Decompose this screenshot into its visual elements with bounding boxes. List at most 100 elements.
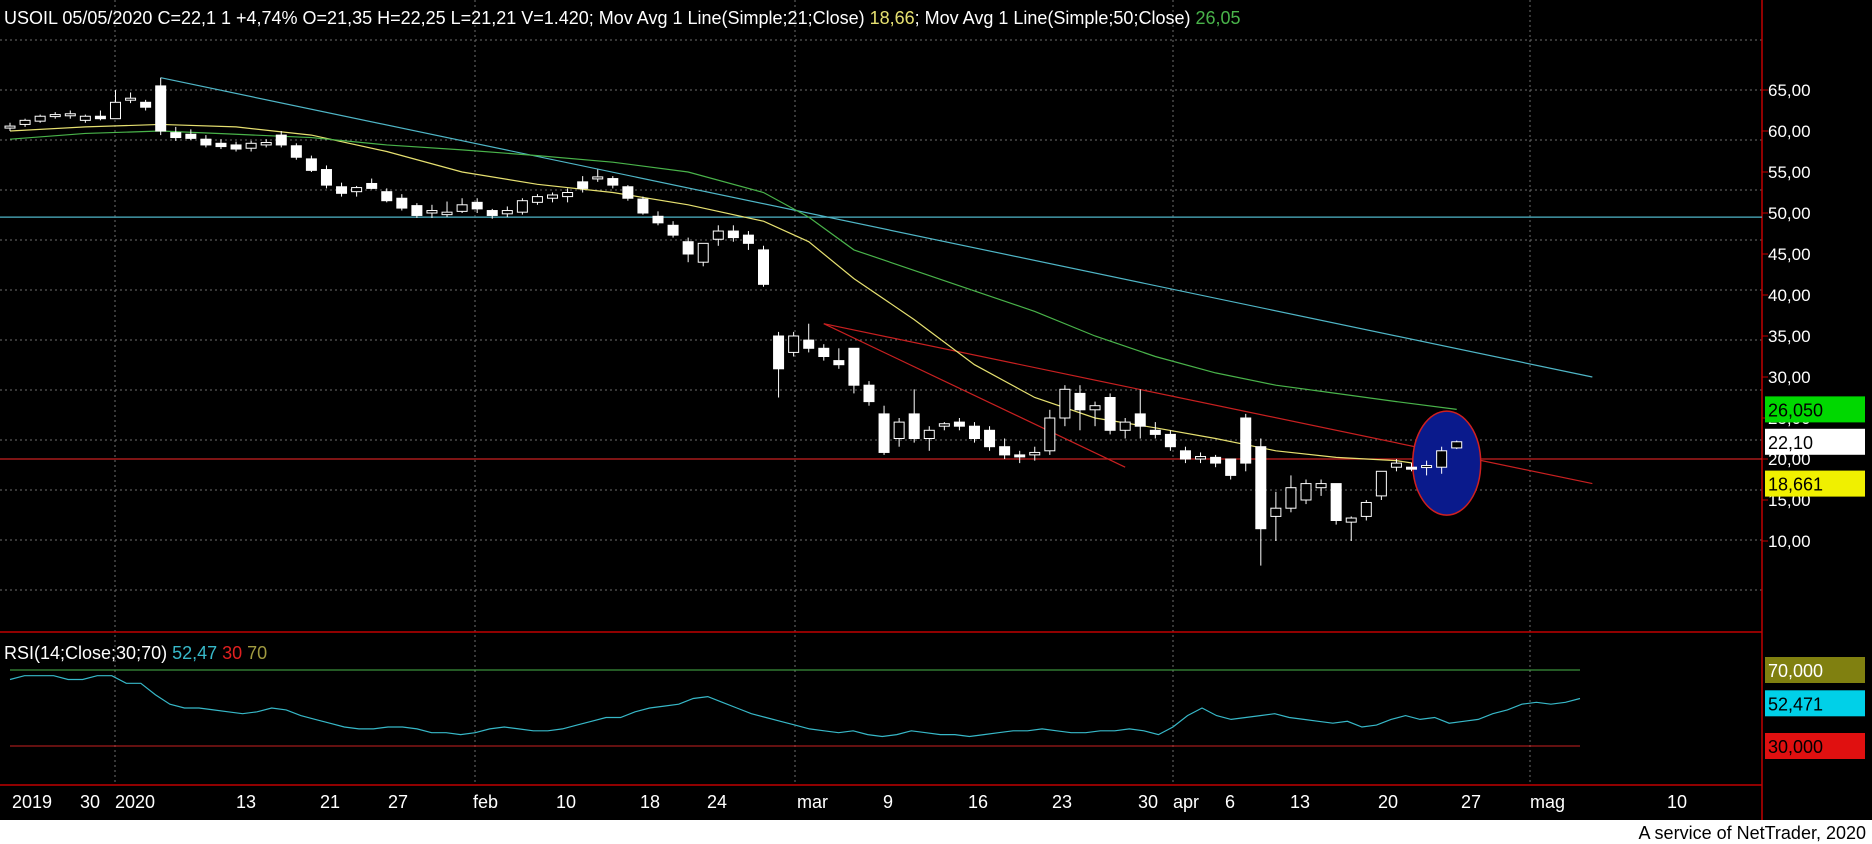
candle bbox=[742, 231, 754, 250]
candle-body bbox=[938, 423, 950, 427]
candle bbox=[1044, 409, 1056, 455]
rsi-tag-label: 30,000 bbox=[1768, 737, 1823, 757]
candle bbox=[366, 178, 378, 190]
candle-body bbox=[788, 335, 800, 353]
candle bbox=[1300, 479, 1312, 505]
rsi-tag-label: 70,000 bbox=[1768, 661, 1823, 681]
candle-body bbox=[441, 211, 453, 216]
candle bbox=[1119, 418, 1131, 439]
candle-body bbox=[1300, 483, 1312, 501]
x-tick-label: 23 bbox=[1052, 792, 1072, 812]
candle bbox=[351, 185, 363, 197]
candle-body bbox=[501, 210, 513, 215]
candle-body bbox=[290, 145, 302, 158]
candle-body bbox=[94, 115, 106, 120]
candle-body bbox=[4, 125, 16, 129]
candle bbox=[290, 143, 302, 160]
candle-body bbox=[803, 339, 815, 349]
chart-header: USOIL 05/05/2020 C=22,1 1 +4,74% O=21,35… bbox=[4, 8, 1241, 28]
price-tag-label: 26,050 bbox=[1768, 400, 1823, 420]
x-tick-label: 2019 bbox=[12, 792, 52, 812]
price-tag-label: 18,661 bbox=[1768, 475, 1823, 495]
x-tick-label: apr bbox=[1173, 792, 1199, 812]
candle-body bbox=[1345, 517, 1357, 523]
candle-body bbox=[833, 360, 845, 366]
candle-body bbox=[1074, 392, 1086, 411]
candle bbox=[4, 122, 16, 131]
candle-body bbox=[411, 205, 423, 216]
candle bbox=[531, 194, 543, 205]
candle-body bbox=[275, 134, 287, 146]
candle-body bbox=[245, 142, 257, 149]
candle-body bbox=[758, 249, 769, 285]
candle-body bbox=[185, 133, 197, 139]
candle-body bbox=[200, 138, 212, 146]
candle bbox=[1134, 389, 1146, 439]
rsi-low: 30 bbox=[217, 643, 242, 663]
y-tick-label: 45,00 bbox=[1768, 245, 1811, 264]
x-tick-label: 30 bbox=[80, 792, 100, 812]
candle bbox=[1255, 438, 1267, 566]
candle bbox=[230, 141, 242, 152]
candle bbox=[471, 198, 483, 213]
candle bbox=[109, 90, 121, 120]
candle bbox=[893, 418, 905, 447]
candle-body bbox=[125, 97, 137, 101]
candle bbox=[968, 422, 980, 443]
candle-body bbox=[1149, 429, 1161, 435]
candle-body bbox=[351, 187, 363, 193]
candle-body bbox=[547, 194, 559, 199]
y-tick-label: 30,00 bbox=[1768, 368, 1811, 387]
candle-body bbox=[1119, 421, 1131, 431]
candle-body bbox=[1330, 483, 1342, 522]
candle bbox=[758, 245, 769, 287]
candle-body bbox=[19, 119, 31, 125]
candle-body bbox=[1179, 450, 1191, 460]
price-tag-label: 22,10 bbox=[1768, 433, 1813, 453]
candle bbox=[155, 77, 167, 136]
candle-body bbox=[215, 142, 227, 148]
candle bbox=[999, 438, 1011, 459]
candle-body bbox=[49, 114, 61, 118]
footer-credit: A service of NetTrader, 2020 bbox=[1638, 823, 1866, 843]
candle-body bbox=[396, 197, 408, 209]
candle-body bbox=[1195, 456, 1207, 460]
candle-body bbox=[1285, 487, 1297, 509]
candle-body bbox=[64, 113, 76, 117]
candle bbox=[908, 389, 920, 443]
candle-body bbox=[848, 347, 860, 386]
candle bbox=[1345, 516, 1357, 541]
candle-body bbox=[456, 204, 468, 212]
header-ma50-label: ; Mov Avg 1 Line(Simple;50;Close) bbox=[915, 8, 1191, 28]
candle-body bbox=[1360, 501, 1372, 517]
x-tick-label: 27 bbox=[1461, 792, 1481, 812]
candle bbox=[607, 176, 619, 189]
candle-body bbox=[592, 176, 604, 180]
candle bbox=[1059, 385, 1071, 427]
x-tick-label: 2020 bbox=[115, 792, 155, 812]
candle bbox=[19, 118, 31, 127]
candle-body bbox=[34, 115, 46, 122]
trend-line bbox=[823, 323, 1126, 468]
candle bbox=[140, 99, 152, 111]
rsi-tag-label: 52,471 bbox=[1768, 694, 1823, 714]
candle bbox=[215, 139, 227, 150]
candle-body bbox=[1451, 441, 1463, 449]
candle bbox=[1330, 483, 1342, 525]
candle-body bbox=[531, 196, 543, 203]
x-tick-label: 16 bbox=[968, 792, 988, 812]
candle-body bbox=[908, 413, 920, 439]
candle bbox=[320, 165, 332, 189]
candle-body bbox=[170, 132, 182, 139]
candle-body bbox=[155, 85, 167, 132]
x-tick-label: 10 bbox=[556, 792, 576, 812]
candle bbox=[200, 135, 212, 148]
rsi-header: RSI(14;Close;30;70) 52,47 30 70 bbox=[4, 643, 267, 663]
candle bbox=[1179, 446, 1191, 464]
candle-body bbox=[622, 186, 634, 199]
rsi-panel: RSI(14;Close;30;70) 52,47 30 70 70,000 52,… bbox=[4, 643, 1865, 759]
candle bbox=[336, 182, 348, 197]
x-tick-label: 10 bbox=[1667, 792, 1687, 812]
candle-body bbox=[984, 429, 996, 448]
